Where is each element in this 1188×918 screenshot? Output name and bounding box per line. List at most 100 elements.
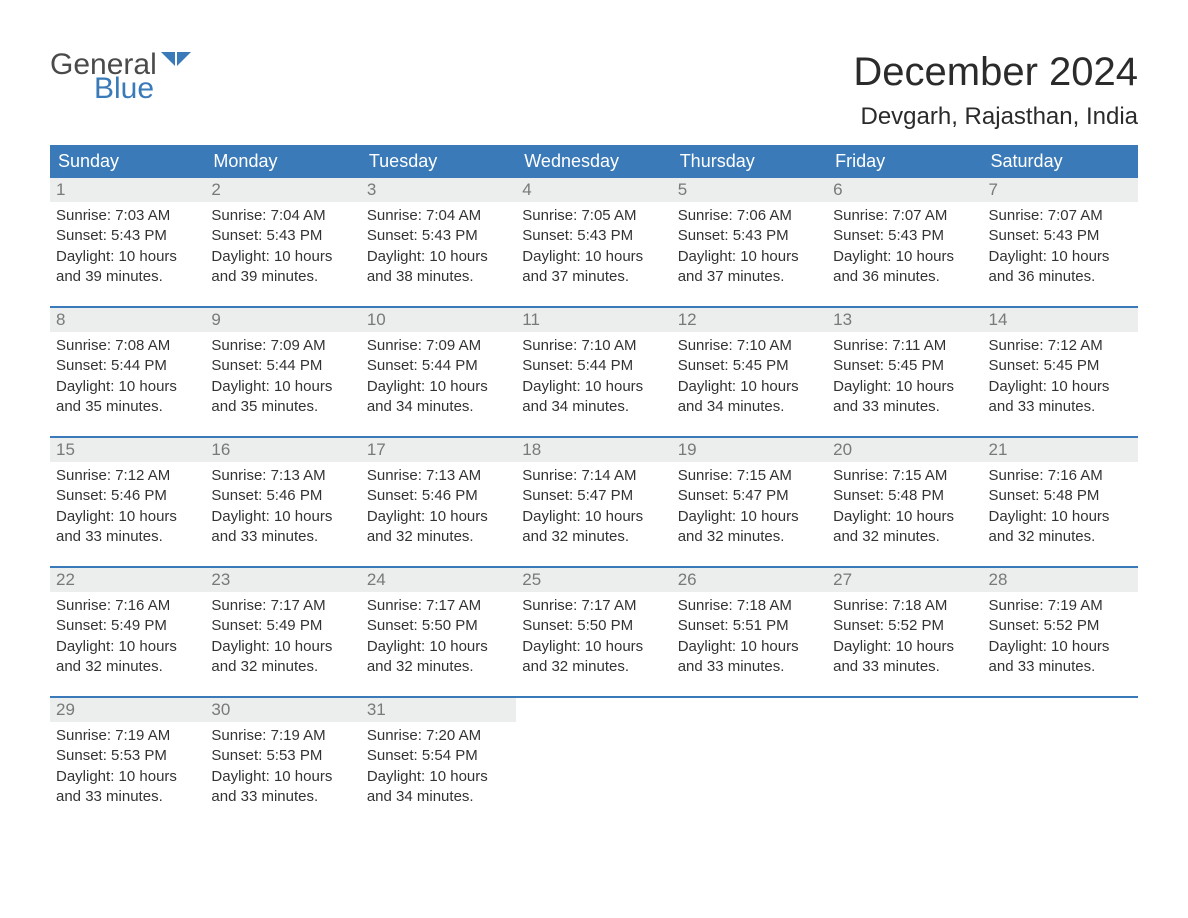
day-body: Sunrise: 7:14 AMSunset: 5:47 PMDaylight:… [516,462,671,547]
location: Devgarh, Rajasthan, India [853,103,1138,131]
sunrise-line: Sunrise: 7:20 AM [367,726,510,746]
day-number: 28 [983,568,1138,592]
sunrise-line: Sunrise: 7:05 AM [522,206,665,226]
day-cell: 12Sunrise: 7:10 AMSunset: 5:45 PMDayligh… [672,308,827,436]
sunset-line: Sunset: 5:49 PM [56,616,199,636]
day-cell: 30Sunrise: 7:19 AMSunset: 5:53 PMDayligh… [205,698,360,826]
sunrise-line: Sunrise: 7:03 AM [56,206,199,226]
sunset-line: Sunset: 5:51 PM [678,616,821,636]
header: General Blue December 2024 Devgarh, Raja… [50,50,1138,131]
weekday-header: Friday [827,145,982,178]
day-body: Sunrise: 7:08 AMSunset: 5:44 PMDaylight:… [50,332,205,417]
day-body: Sunrise: 7:19 AMSunset: 5:53 PMDaylight:… [205,722,360,807]
day-body: Sunrise: 7:17 AMSunset: 5:50 PMDaylight:… [361,592,516,677]
sunrise-line: Sunrise: 7:18 AM [833,596,976,616]
day-number: 4 [516,178,671,202]
day-cell: 31Sunrise: 7:20 AMSunset: 5:54 PMDayligh… [361,698,516,826]
day-number: 26 [672,568,827,592]
day-number: 17 [361,438,516,462]
daylight-line: Daylight: 10 hours and 33 minutes. [56,767,199,808]
day-body: Sunrise: 7:07 AMSunset: 5:43 PMDaylight:… [983,202,1138,287]
sunset-line: Sunset: 5:48 PM [989,486,1132,506]
day-number: 19 [672,438,827,462]
day-number: 18 [516,438,671,462]
day-cell: 27Sunrise: 7:18 AMSunset: 5:52 PMDayligh… [827,568,982,696]
sunset-line: Sunset: 5:52 PM [989,616,1132,636]
day-body: Sunrise: 7:18 AMSunset: 5:52 PMDaylight:… [827,592,982,677]
sunrise-line: Sunrise: 7:13 AM [367,466,510,486]
sunset-line: Sunset: 5:43 PM [56,226,199,246]
sunrise-line: Sunrise: 7:14 AM [522,466,665,486]
sunrise-line: Sunrise: 7:13 AM [211,466,354,486]
weekday-header: Wednesday [516,145,671,178]
sunset-line: Sunset: 5:46 PM [211,486,354,506]
day-cell [672,698,827,826]
daylight-line: Daylight: 10 hours and 35 minutes. [211,377,354,418]
sunrise-line: Sunrise: 7:19 AM [56,726,199,746]
sunset-line: Sunset: 5:50 PM [367,616,510,636]
weekday-header-row: SundayMondayTuesdayWednesdayThursdayFrid… [50,145,1138,178]
day-body: Sunrise: 7:10 AMSunset: 5:45 PMDaylight:… [672,332,827,417]
day-cell: 18Sunrise: 7:14 AMSunset: 5:47 PMDayligh… [516,438,671,566]
day-cell: 3Sunrise: 7:04 AMSunset: 5:43 PMDaylight… [361,178,516,306]
sunset-line: Sunset: 5:52 PM [833,616,976,636]
day-number: 27 [827,568,982,592]
daylight-line: Daylight: 10 hours and 37 minutes. [678,247,821,288]
day-number: 14 [983,308,1138,332]
sunrise-line: Sunrise: 7:19 AM [989,596,1132,616]
daylight-line: Daylight: 10 hours and 32 minutes. [211,637,354,678]
day-cell: 14Sunrise: 7:12 AMSunset: 5:45 PMDayligh… [983,308,1138,436]
day-cell: 17Sunrise: 7:13 AMSunset: 5:46 PMDayligh… [361,438,516,566]
daylight-line: Daylight: 10 hours and 39 minutes. [211,247,354,288]
sunset-line: Sunset: 5:53 PM [56,746,199,766]
day-cell: 26Sunrise: 7:18 AMSunset: 5:51 PMDayligh… [672,568,827,696]
sunrise-line: Sunrise: 7:10 AM [522,336,665,356]
sunset-line: Sunset: 5:45 PM [833,356,976,376]
day-body: Sunrise: 7:10 AMSunset: 5:44 PMDaylight:… [516,332,671,417]
brand-word2: Blue [94,74,191,104]
day-body: Sunrise: 7:09 AMSunset: 5:44 PMDaylight:… [205,332,360,417]
day-cell: 8Sunrise: 7:08 AMSunset: 5:44 PMDaylight… [50,308,205,436]
calendar-week: 22Sunrise: 7:16 AMSunset: 5:49 PMDayligh… [50,566,1138,696]
daylight-line: Daylight: 10 hours and 33 minutes. [833,637,976,678]
day-body: Sunrise: 7:20 AMSunset: 5:54 PMDaylight:… [361,722,516,807]
sunset-line: Sunset: 5:43 PM [678,226,821,246]
day-cell: 15Sunrise: 7:12 AMSunset: 5:46 PMDayligh… [50,438,205,566]
daylight-line: Daylight: 10 hours and 32 minutes. [367,507,510,548]
day-cell: 19Sunrise: 7:15 AMSunset: 5:47 PMDayligh… [672,438,827,566]
day-cell: 5Sunrise: 7:06 AMSunset: 5:43 PMDaylight… [672,178,827,306]
sunrise-line: Sunrise: 7:10 AM [678,336,821,356]
day-body: Sunrise: 7:13 AMSunset: 5:46 PMDaylight:… [361,462,516,547]
day-body: Sunrise: 7:13 AMSunset: 5:46 PMDaylight:… [205,462,360,547]
day-number: 8 [50,308,205,332]
sunrise-line: Sunrise: 7:09 AM [211,336,354,356]
day-cell: 25Sunrise: 7:17 AMSunset: 5:50 PMDayligh… [516,568,671,696]
sunset-line: Sunset: 5:44 PM [211,356,354,376]
daylight-line: Daylight: 10 hours and 32 minutes. [522,637,665,678]
sunset-line: Sunset: 5:44 PM [367,356,510,376]
sunset-line: Sunset: 5:49 PM [211,616,354,636]
day-number: 10 [361,308,516,332]
day-cell: 7Sunrise: 7:07 AMSunset: 5:43 PMDaylight… [983,178,1138,306]
sunrise-line: Sunrise: 7:07 AM [833,206,976,226]
day-body: Sunrise: 7:17 AMSunset: 5:50 PMDaylight:… [516,592,671,677]
day-cell [516,698,671,826]
sunrise-line: Sunrise: 7:04 AM [367,206,510,226]
month-title: December 2024 [853,50,1138,95]
day-number: 31 [361,698,516,722]
day-body: Sunrise: 7:04 AMSunset: 5:43 PMDaylight:… [205,202,360,287]
sunrise-line: Sunrise: 7:16 AM [989,466,1132,486]
day-body: Sunrise: 7:15 AMSunset: 5:48 PMDaylight:… [827,462,982,547]
daylight-line: Daylight: 10 hours and 32 minutes. [367,637,510,678]
day-number: 5 [672,178,827,202]
day-cell: 2Sunrise: 7:04 AMSunset: 5:43 PMDaylight… [205,178,360,306]
day-number: 6 [827,178,982,202]
day-number: 15 [50,438,205,462]
day-body: Sunrise: 7:12 AMSunset: 5:45 PMDaylight:… [983,332,1138,417]
day-number: 12 [672,308,827,332]
daylight-line: Daylight: 10 hours and 35 minutes. [56,377,199,418]
daylight-line: Daylight: 10 hours and 36 minutes. [833,247,976,288]
day-number: 25 [516,568,671,592]
sunrise-line: Sunrise: 7:15 AM [678,466,821,486]
day-body: Sunrise: 7:19 AMSunset: 5:53 PMDaylight:… [50,722,205,807]
